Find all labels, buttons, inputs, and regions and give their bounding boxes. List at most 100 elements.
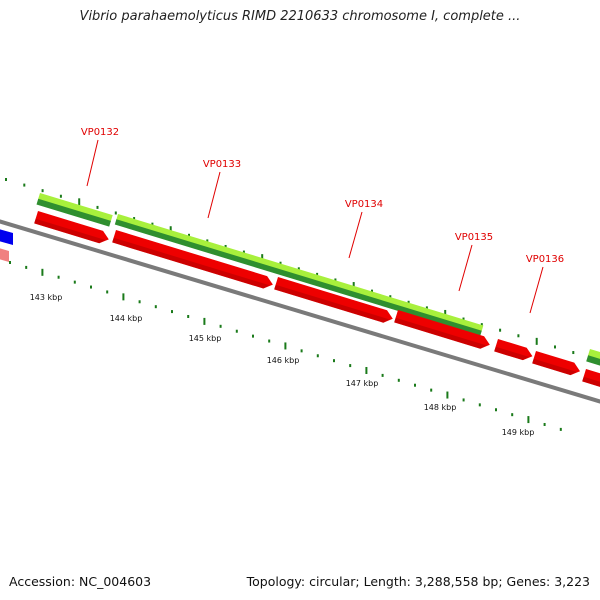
inner-tick [41, 268, 44, 276]
cds-arrow-shade [532, 358, 577, 376]
gene-bar [36, 193, 113, 227]
inner-tick [300, 349, 303, 353]
inner-tick [57, 275, 60, 279]
map-title: Vibrio parahaemolyticus RIMD 2210633 chr… [79, 9, 521, 24]
gene-bar [586, 349, 600, 368]
outer-tick [41, 189, 44, 193]
inner-tick [333, 359, 335, 363]
gene-leader-line [529, 266, 544, 314]
outer-tick [316, 272, 319, 276]
inner-tick [9, 261, 11, 264]
outer-tick [297, 267, 300, 271]
partial-feature-pink [0, 248, 9, 262]
cds-arrow [34, 211, 109, 244]
gene-bar-light [37, 193, 113, 222]
tick-label: 146 kbp [267, 356, 300, 365]
outer-tick [133, 217, 136, 221]
tick-label: 145 kbp [189, 334, 222, 343]
cds-arrow-body [112, 230, 273, 289]
inner-tick [349, 364, 352, 368]
tick-label: 143 kbp [30, 293, 63, 302]
outer-tick [206, 239, 209, 243]
outer-tick [114, 211, 117, 215]
cds-arrow-shade [582, 376, 600, 388]
gene-bar-dark [36, 198, 111, 227]
cds-arrow-shade [494, 346, 530, 361]
inner-tick [106, 290, 109, 294]
inner-tick [252, 334, 254, 338]
cds-arrow-body [34, 211, 109, 244]
outer-tick [572, 351, 575, 355]
inner-tick [154, 305, 157, 309]
outer-tick [224, 244, 227, 248]
inner-tick [543, 422, 546, 426]
outer-tick [78, 198, 81, 206]
outer-tick [444, 309, 447, 317]
gene-bar-light [116, 213, 484, 332]
outer-tick [352, 282, 355, 290]
cds-arrow-shade [274, 284, 390, 323]
gene-bar-dark [586, 355, 600, 368]
tick-label: 149 kbp [502, 428, 535, 437]
inner-tick [235, 329, 238, 333]
cds-arrow [274, 277, 393, 323]
inner-tick [446, 391, 449, 399]
inner-tick [365, 366, 368, 374]
gene-label: VP0134 [345, 199, 383, 210]
outer-tick [242, 250, 245, 254]
inner-tick [219, 324, 222, 328]
outer-tick [23, 183, 26, 187]
inner-tick [527, 416, 530, 424]
gene-leader-line [207, 171, 221, 219]
outer-tick [151, 222, 154, 226]
gene-label: VP0136 [526, 254, 564, 265]
gene-label: VP0135 [455, 232, 493, 243]
inner-tick [316, 354, 319, 358]
gene-leader-line [86, 139, 99, 187]
cds-arrow [112, 230, 273, 289]
cds-arrow-body [394, 310, 490, 349]
inner-tick [73, 280, 76, 284]
gene-bar-dark [114, 219, 482, 336]
inner-tick [559, 427, 562, 431]
cds-arrow-shade [112, 237, 270, 289]
inner-tick [268, 339, 271, 343]
inner-tick [25, 265, 28, 269]
tick-labels: 143 kbp 144 kbp 145 kbp 146 kbp 147 kbp 148 k… [30, 293, 535, 437]
inner-tick [187, 314, 190, 318]
tick-label: 147 kbp [346, 379, 379, 388]
gene-bar-light [587, 349, 600, 363]
inner-tick [430, 388, 433, 392]
outer-tick [407, 300, 410, 304]
outer-tick [535, 337, 538, 345]
outer-tick [279, 261, 282, 265]
inner-tick [414, 383, 416, 387]
inner-tick-track [9, 261, 562, 431]
outer-tick [480, 323, 483, 327]
gene-leader-line [348, 211, 363, 259]
accession-text: Accession: NC_004603 [9, 574, 152, 589]
outer-tick [462, 317, 465, 321]
gene-labels: VP0132 VP0133 VP0134 VP0135 VP0136 [81, 127, 564, 314]
outer-tick [261, 254, 264, 262]
cds-arrow [532, 351, 581, 376]
outer-tick [96, 205, 99, 209]
partial-feature-blue [0, 229, 13, 245]
inner-tick [381, 373, 384, 377]
outer-tick [188, 233, 190, 237]
tick-label: 144 kbp [110, 314, 143, 323]
cds-arrow-body [274, 277, 393, 323]
topology-text: Topology: circular; Length: 3,288,558 bp… [246, 574, 590, 589]
outer-tick [334, 278, 337, 282]
inner-tick [284, 342, 287, 350]
gene-label: VP0133 [203, 159, 241, 170]
gene-bar [114, 213, 484, 336]
cds-arrow-body [532, 351, 581, 376]
feature-track [0, 193, 600, 388]
outer-tick [389, 295, 392, 299]
outer-tick [499, 328, 502, 332]
cds-arrow-shade [394, 317, 487, 349]
tick-label: 148 kbp [424, 403, 457, 412]
sequence-backbone [0, 219, 600, 404]
outer-tick [59, 194, 62, 198]
